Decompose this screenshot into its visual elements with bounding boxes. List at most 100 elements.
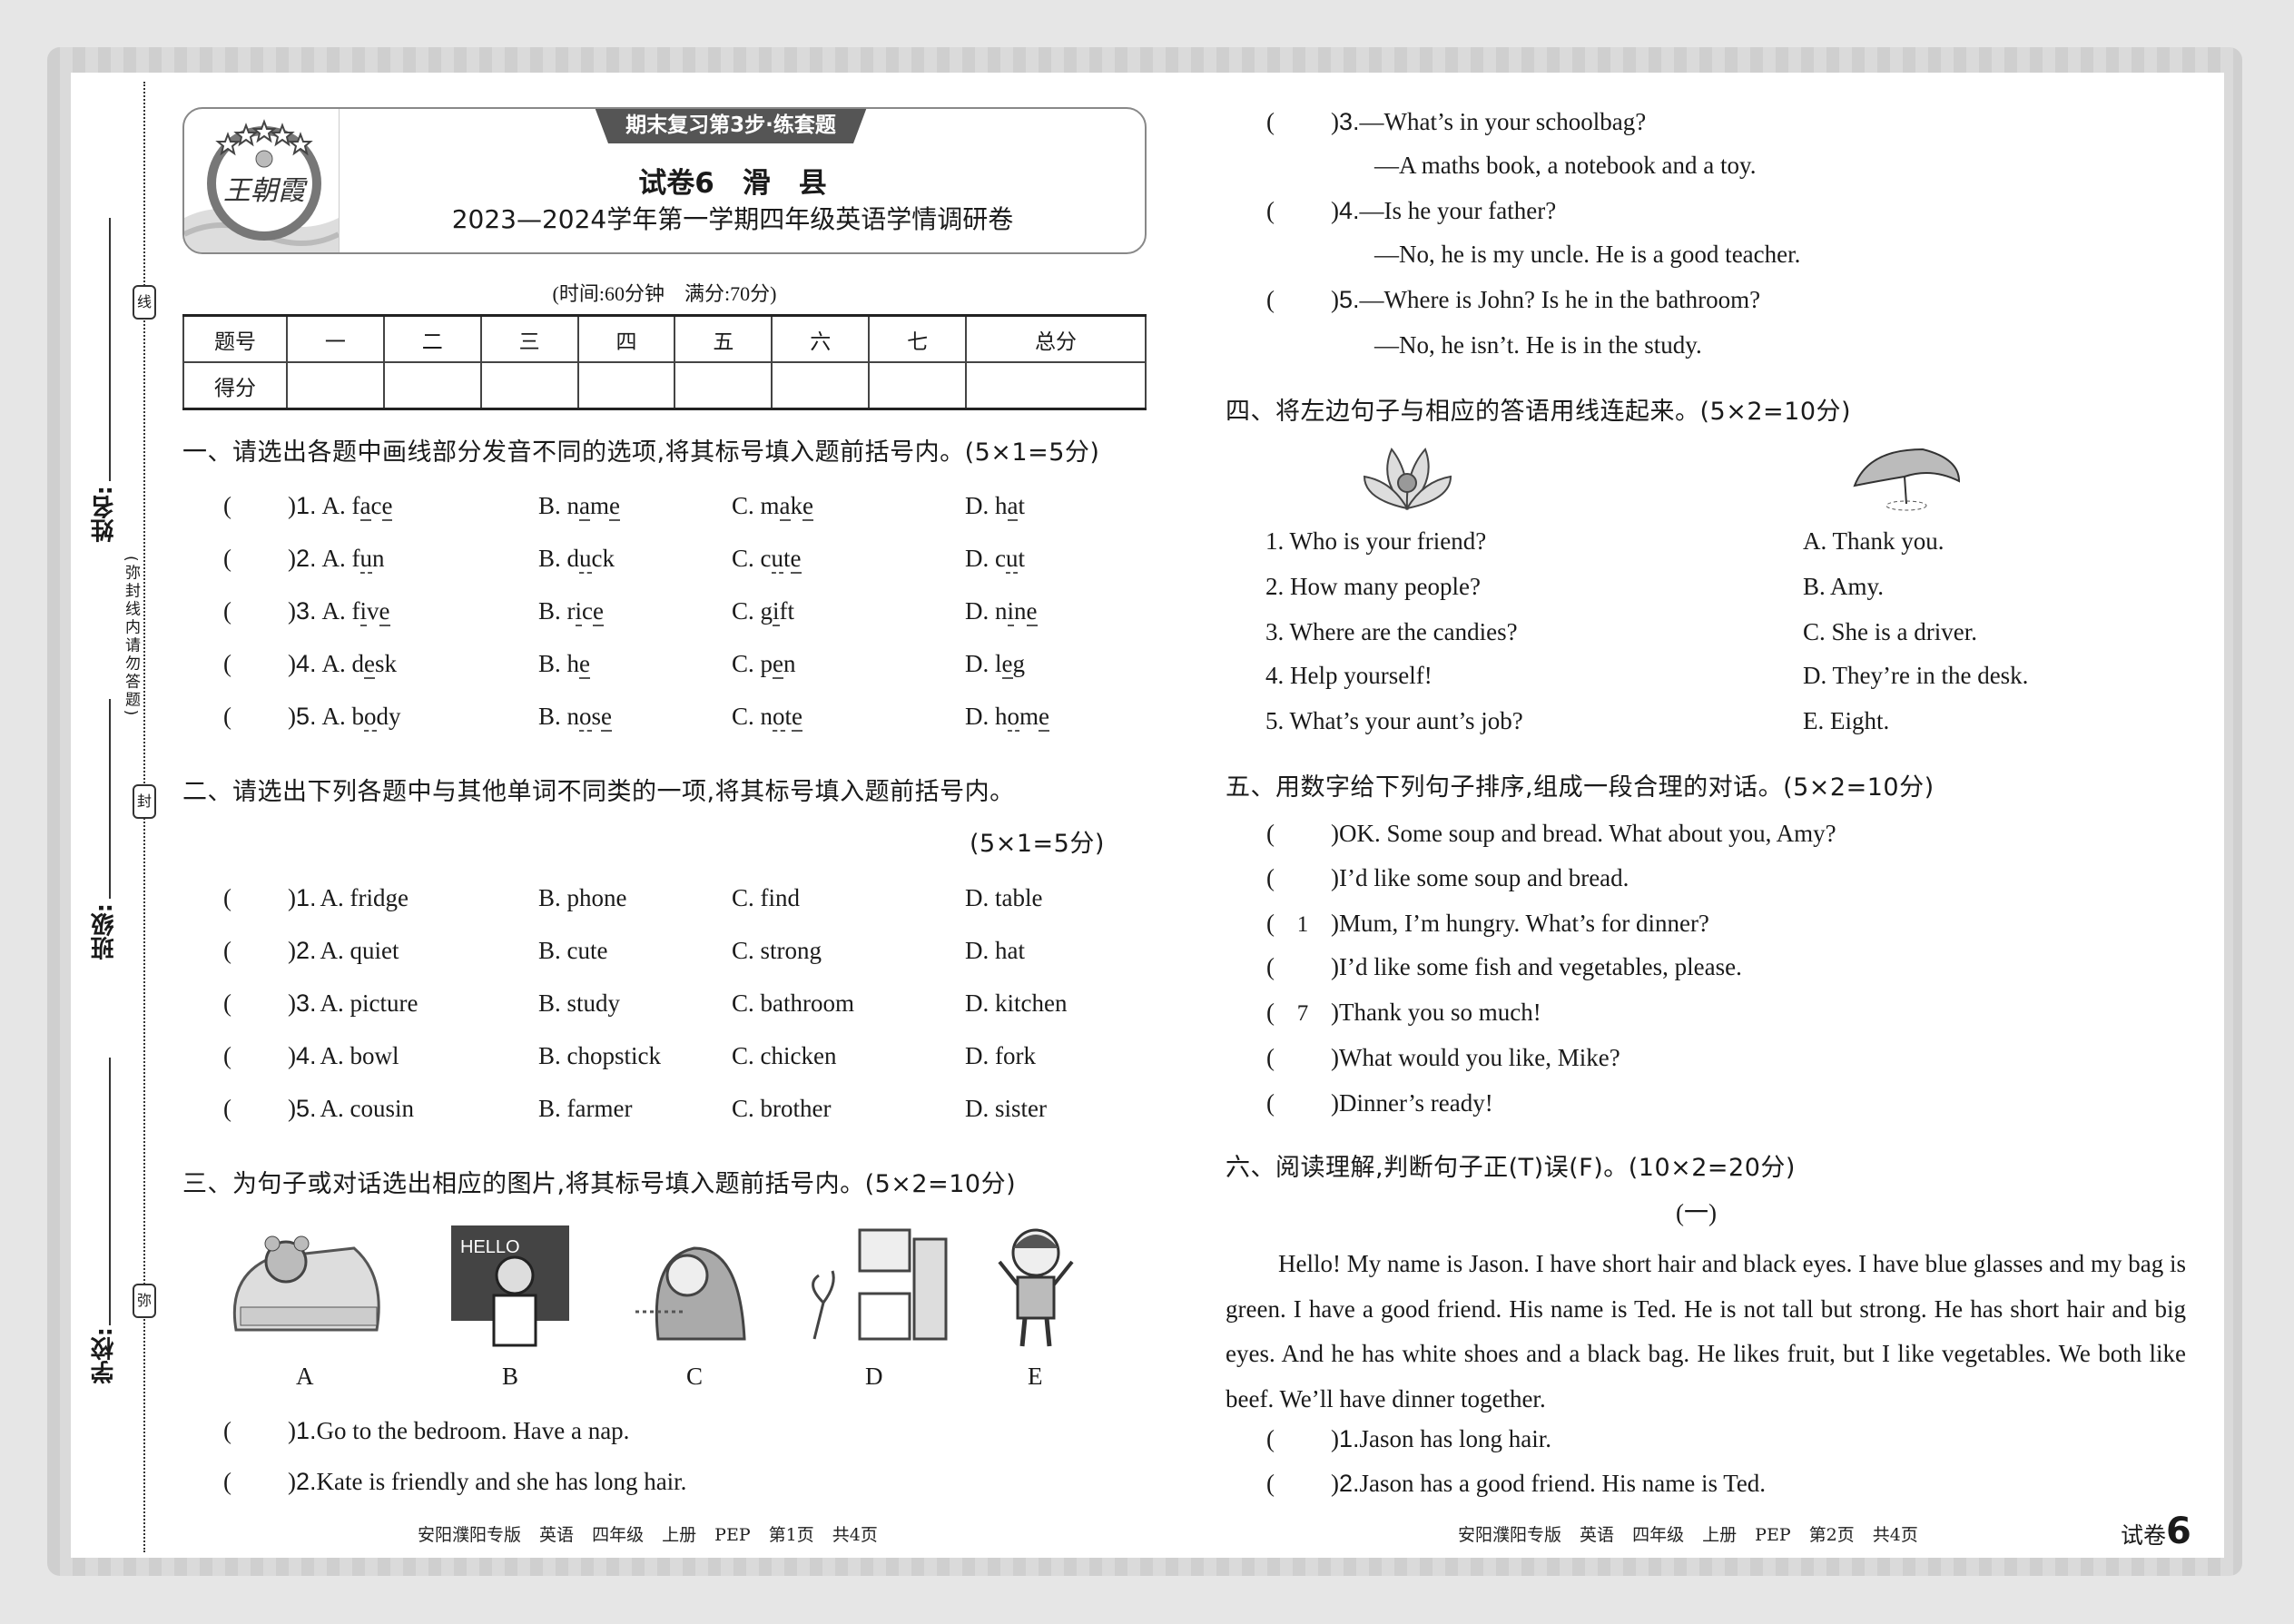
letter: h [995,492,1008,519]
option-word: name [567,492,620,521]
section3-question: ()3.—What’s in your schoolbag? [1266,106,1646,137]
letter: n [372,545,385,572]
paren-close: ) [1331,864,1339,891]
score-cell[interactable] [576,361,676,410]
answer-blank[interactable]: 1 [1296,912,1309,937]
option-word: rice [567,597,604,626]
option-word: home [995,703,1049,732]
option-word: he [567,650,590,679]
letter: t [1018,492,1025,519]
match-answer[interactable]: A. Thank you. [1803,527,1944,555]
answer-blank[interactable]: 7 [1296,1001,1309,1026]
match-question[interactable]: 2. How many people? [1265,573,1481,600]
section2-question: ()4. A. bowl [223,1040,399,1071]
question-text: OK. Some soup and bread. What about you,… [1339,820,1836,847]
option-letter: C. [732,597,754,625]
class-label: 班级: [91,903,118,960]
option-letter: C. [732,545,754,572]
match-question[interactable]: 3. Where are the candies? [1265,618,1518,645]
paper-label: 试卷 [2121,1522,2167,1549]
option-word: pen [761,650,796,679]
score-cell[interactable] [382,361,482,410]
underlined-letter: i [575,597,583,626]
question-number: 5. [296,703,317,730]
section3-question: ()2.Kate is friendly and she has long ha… [223,1466,686,1497]
question-number: 1. [296,884,317,911]
section1-question: ()5. A. body [223,701,401,732]
name-line[interactable] [109,218,111,481]
match-answer[interactable]: C. She is a driver. [1803,618,1977,645]
option: D. cut [965,543,1025,574]
option-letter: A. [321,492,346,519]
paren-open: ( [1266,999,1275,1026]
letter: g [1012,650,1026,677]
lotus-leaf-icon [1850,445,1964,517]
underlined-letter: e [792,703,803,732]
ordering-item: ()I’d like some fish and vegetables, ple… [1266,951,1742,982]
section1-question: ()4. A. desk [223,648,397,679]
underlined-letter: a [359,492,371,521]
option: C. pen [732,648,796,679]
score-cell[interactable] [286,361,385,410]
letter: b [351,703,365,730]
school-line[interactable] [109,1058,111,1325]
option-word: hat [995,492,1025,521]
paren-open: ( [223,1417,231,1444]
column-header: 六 [771,314,871,363]
section2-question: ()3. A. picture [223,988,418,1019]
underlined-letter: u [1005,545,1019,574]
underlined-letter: a [1007,492,1019,521]
question-number: 1. [296,492,317,519]
ordering-item: ()I’d like some soup and bread. [1266,862,1629,893]
paren-close: ) [288,937,296,964]
letter: n [760,703,773,730]
match-question[interactable]: 1. Who is your friend? [1265,527,1487,555]
ordering-item: (7)Thank you so much! [1266,997,1541,1028]
paren-close: ) [1331,197,1339,224]
option-word: nose [567,703,613,732]
option-word: nine [995,597,1038,626]
option-word: gift [761,597,795,626]
score-table-score-row: 得分 [182,361,1147,410]
letter: m [590,492,610,519]
tf-question: ()2.Jason has a good friend. His name is… [1266,1468,1766,1499]
section2-score: (5×1=5分) [970,830,1105,858]
letter: f [351,597,360,625]
score-cell[interactable] [674,361,773,410]
match-answer[interactable]: D. They’re in the desk. [1803,662,2029,689]
score-cell[interactable] [771,361,871,410]
score-cell[interactable] [479,361,579,410]
school-label: 学校: [91,1327,118,1384]
class-line[interactable] [109,699,111,899]
option: D. hat [965,490,1025,521]
option-letter: B. [538,597,561,625]
paren-close: ) [288,597,296,625]
underlined-letter: i [1007,597,1015,626]
letter: p [760,650,773,677]
match-answer[interactable]: B. Amy. [1803,573,1885,600]
section3-question: ()1.Go to the bedroom. Have a nap. [223,1415,629,1446]
paren-close: ) [1331,999,1339,1026]
section3-question: ()4.—Is he your father? [1266,195,1556,226]
match-answer[interactable]: E. Eight. [1803,707,1890,734]
logo-emblem-icon: 王朝霞 [184,119,340,252]
letter: t [787,597,795,625]
underlined-letter: o [579,703,592,732]
letter: f [779,597,788,625]
letter: t [784,703,793,730]
option-word: make [761,492,813,521]
match-question[interactable]: 5. What’s your aunt’s job? [1265,707,1523,734]
letter: r [566,597,576,625]
match-question[interactable]: 4. Help yourself! [1265,662,1433,689]
underlined-letter: e [773,650,783,679]
letter: c [760,545,772,572]
question-number: 4. [296,650,317,677]
score-cell[interactable] [965,361,1147,410]
underlined-letter: i [359,597,368,626]
picture-label: D [865,1363,883,1390]
paren-close: ) [288,1042,296,1069]
picture-label: E [1028,1363,1043,1390]
paren-open: ( [223,545,231,572]
score-cell[interactable] [868,361,968,410]
column-header: 总分 [965,314,1147,363]
